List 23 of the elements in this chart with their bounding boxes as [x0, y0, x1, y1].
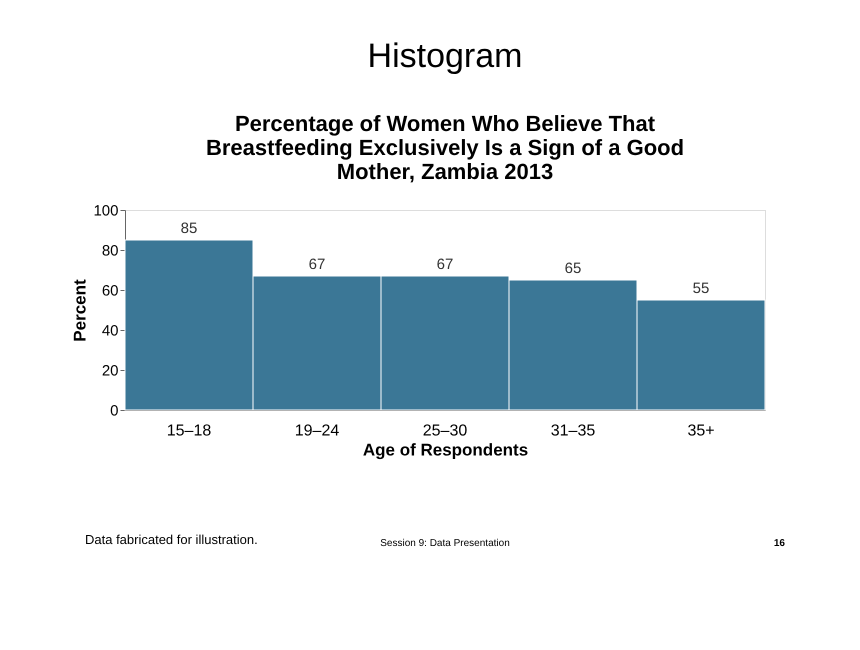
y-axis-title: Percent [70, 278, 90, 342]
x-tick-label: 31–35 [550, 422, 596, 440]
x-tick-label: 25–30 [422, 422, 468, 440]
y-tick-label: 20 [102, 362, 118, 380]
data-label: 65 [564, 260, 582, 277]
y-tick-label: 40 [102, 322, 118, 340]
y-tick-label: 100 [93, 202, 118, 220]
data-label: 67 [308, 256, 326, 273]
data-label: 55 [692, 280, 710, 297]
x-tick-label: 15–18 [166, 422, 212, 440]
y-tick-label: 60 [102, 282, 118, 300]
x-axis-title: Age of Respondents [362, 440, 528, 460]
text: Data fabricated for illustration. [85, 532, 258, 547]
text: 16 [774, 538, 786, 549]
chart-title: Histogram [368, 37, 522, 75]
data-label: 85 [180, 220, 198, 237]
y-tick-label: 80 [102, 242, 118, 260]
y-tick-label: 0 [110, 402, 118, 420]
x-tick-label: 35+ [687, 422, 715, 440]
chart-subtitle: Percentage of Women Who Believe That Breastfeeding Exclusively Is a Sign of a Good Mother, Zambia 2013 [206, 111, 684, 184]
data-label: 67 [436, 256, 454, 273]
text: Session 9: Data Presentation [380, 538, 510, 549]
x-tick-label: 19–24 [294, 422, 340, 440]
